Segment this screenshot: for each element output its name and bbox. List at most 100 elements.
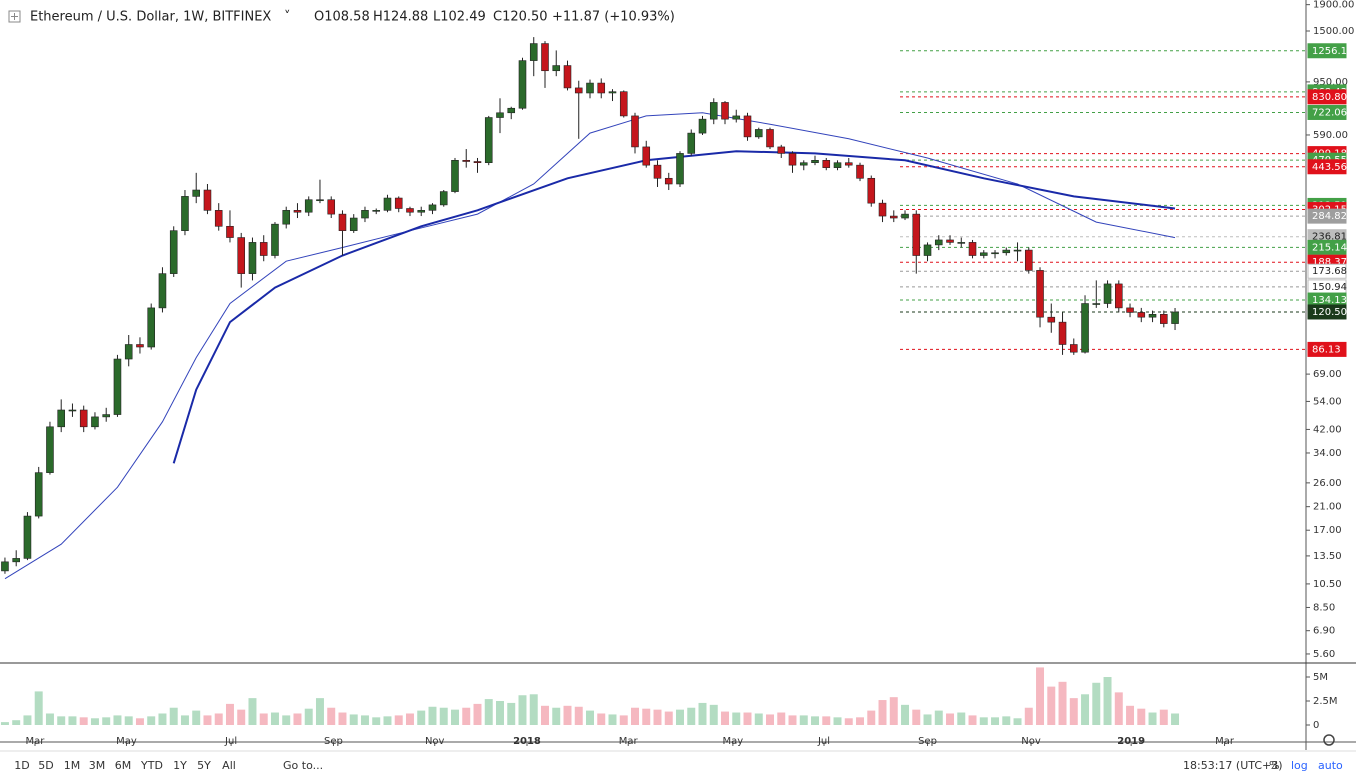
log-toggle[interactable]: log <box>1291 759 1308 772</box>
candle-body <box>934 239 943 246</box>
volume-bar <box>1047 686 1056 725</box>
range-button[interactable]: 3M <box>89 759 106 772</box>
volume-bar <box>799 715 808 725</box>
price-pane <box>1 37 1306 580</box>
volume-bar <box>113 715 122 725</box>
candle-body <box>563 65 572 89</box>
volume-bar <box>653 709 662 725</box>
candle-body <box>383 197 392 211</box>
range-button[interactable]: 1Y <box>173 759 187 772</box>
price-tag-label: 215.14 <box>1312 242 1347 253</box>
volume-tick-label: 2.5M <box>1313 696 1338 707</box>
volume-bar <box>1114 692 1123 725</box>
candle-body <box>327 199 336 215</box>
volume-bar <box>225 703 234 725</box>
price-tag-label: 830.80 <box>1312 92 1347 103</box>
candle-body <box>811 160 819 164</box>
auto-toggle[interactable]: auto <box>1318 759 1343 772</box>
candle-body <box>203 189 212 211</box>
percent-toggle[interactable]: % <box>1269 759 1279 772</box>
candle-body <box>338 213 347 231</box>
price-tag-label: 173.68 <box>1312 266 1347 277</box>
volume-bar <box>1013 718 1022 725</box>
y-tick-label: 21.00 <box>1313 502 1342 513</box>
candle-body <box>158 273 167 309</box>
volume-bar <box>394 715 403 725</box>
range-button[interactable]: 5Y <box>197 759 211 772</box>
y-tick-label: 950.00 <box>1313 77 1348 88</box>
dropdown-caret[interactable]: ˅ <box>284 10 291 25</box>
range-button[interactable]: 1M <box>64 759 81 772</box>
volume-bar <box>507 702 516 725</box>
candle-body <box>34 472 43 517</box>
candle-body <box>79 409 88 428</box>
volume-bar <box>1024 707 1033 725</box>
volume-bar <box>586 710 594 725</box>
volume-bar <box>619 715 628 725</box>
range-button[interactable]: 6M <box>115 759 132 772</box>
volume-bar <box>405 713 414 725</box>
volume-bar <box>1171 713 1180 725</box>
candle-body <box>991 252 999 255</box>
volume-bar <box>315 698 324 725</box>
volume-bar <box>979 717 988 725</box>
volume-bar <box>901 704 910 725</box>
volume-bar <box>79 717 88 725</box>
range-button[interactable]: 5D <box>38 759 53 772</box>
candle-body <box>878 202 887 217</box>
settings-icon[interactable] <box>1323 734 1335 746</box>
range-button[interactable]: 1D <box>14 759 29 772</box>
price-tag <box>1307 43 1347 59</box>
candle-body <box>968 242 977 256</box>
volume-bar <box>844 718 853 725</box>
volume-bar <box>57 716 66 725</box>
volume-bar <box>0 722 9 725</box>
candle-body <box>1160 314 1168 324</box>
x-tick-label: Sep <box>918 736 937 747</box>
volume-bar <box>45 713 54 725</box>
goto-button[interactable]: Go to... <box>283 759 323 772</box>
candle-body <box>844 162 853 166</box>
volume-bar <box>102 717 111 725</box>
candle-body <box>169 230 178 274</box>
volume-bar <box>68 716 77 725</box>
candle-body <box>608 91 617 94</box>
candle-body <box>226 225 234 238</box>
candle-body <box>799 162 808 166</box>
range-button[interactable]: YTD <box>140 759 163 772</box>
price-tag-label: 722.06 <box>1312 107 1347 118</box>
volume-bar <box>946 713 955 725</box>
price-tag <box>1307 104 1347 120</box>
volume-bar <box>428 706 437 725</box>
price-tag <box>1307 208 1347 224</box>
volume-bar <box>856 717 865 725</box>
volume-bar <box>833 717 842 725</box>
candle-body <box>496 112 504 118</box>
volume-bar <box>214 713 223 725</box>
volume-bar <box>473 703 482 725</box>
x-tick-label: 2018 <box>513 736 541 747</box>
candle-body <box>293 210 302 213</box>
range-button[interactable]: All <box>222 759 236 772</box>
price-tag-label: 236.81 <box>1312 232 1347 243</box>
volume-bar <box>293 713 302 725</box>
volume-bar <box>484 699 493 725</box>
volume-bar <box>1069 698 1078 725</box>
candle-body <box>349 217 358 231</box>
volume-bar <box>496 701 504 725</box>
volume-bar <box>574 706 583 725</box>
volume-bar <box>135 718 144 725</box>
candle-body <box>1171 311 1179 324</box>
symbol-title[interactable]: Ethereum / U.S. Dollar, 1W, BITFINEX <box>30 10 271 25</box>
volume-bar <box>563 705 572 725</box>
volume-bar <box>192 710 201 725</box>
price-tag <box>1307 159 1347 175</box>
y-tick-label: 8.50 <box>1313 602 1335 613</box>
x-tick-label: Sep <box>324 736 343 747</box>
candle-body <box>957 242 966 244</box>
volume-bar <box>439 707 448 725</box>
expand-icon[interactable] <box>8 10 21 23</box>
ohlc-open: O108.58 <box>314 10 370 25</box>
candle-body <box>541 43 549 72</box>
volume-bar <box>788 715 797 725</box>
